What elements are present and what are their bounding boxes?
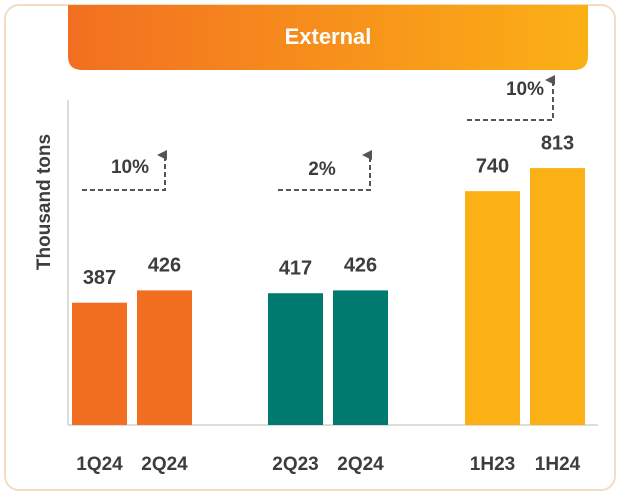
bar — [137, 290, 192, 425]
value-label: 426 — [148, 255, 181, 277]
x-tick-label: 2Q24 — [337, 454, 384, 475]
y-axis-label: Thousand tons — [34, 134, 55, 270]
bar — [530, 168, 585, 426]
bar — [333, 290, 388, 425]
x-tick-label: 1H24 — [535, 454, 581, 475]
value-label: 417 — [279, 258, 312, 280]
annotation: 2% — [308, 159, 336, 180]
header — [68, 5, 588, 70]
bar — [72, 302, 127, 425]
growth-arrow — [467, 75, 555, 121]
annotation: 10% — [506, 79, 544, 100]
annotation: 10% — [111, 157, 149, 178]
bar — [465, 191, 520, 425]
value-label: 813 — [541, 132, 574, 154]
growth-arrow — [278, 150, 372, 191]
x-tick-label: 2Q23 — [272, 454, 318, 475]
growth-arrow — [82, 150, 167, 191]
chart-title: External — [285, 24, 372, 49]
x-tick-label: 1H23 — [470, 454, 515, 475]
value-label: 426 — [344, 255, 377, 277]
x-tick-label: 2Q24 — [141, 454, 188, 475]
x-tick-label: 1Q24 — [76, 454, 123, 475]
value-label: 387 — [83, 267, 116, 289]
value-label: 740 — [476, 155, 509, 177]
bar — [268, 293, 323, 425]
